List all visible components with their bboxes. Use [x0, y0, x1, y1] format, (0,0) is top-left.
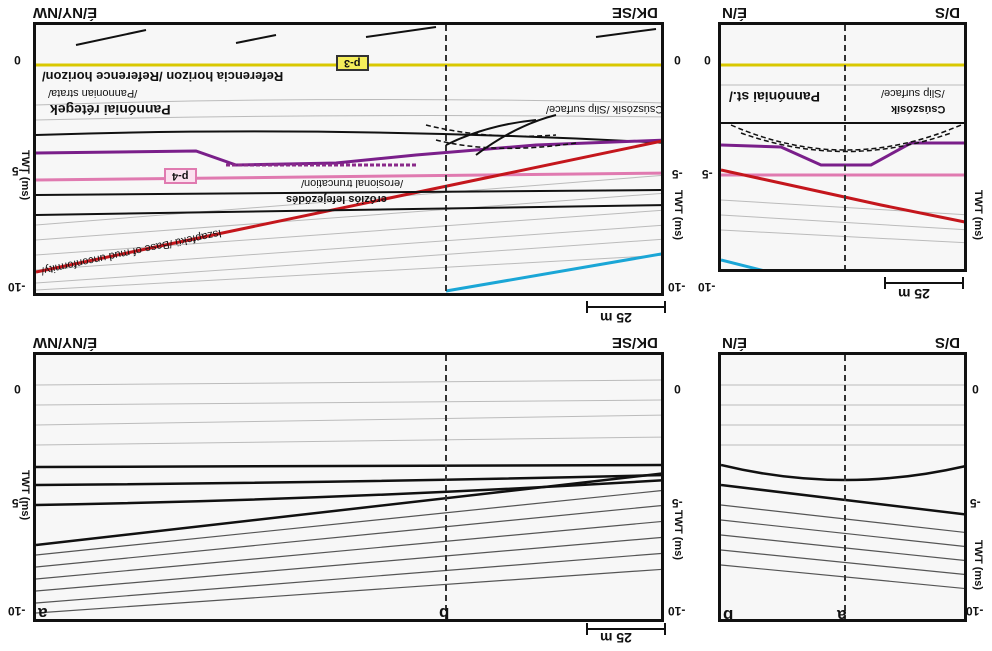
panel-c-tick-10-right: -10 — [668, 604, 686, 618]
panel-a-interpretation — [36, 25, 661, 293]
panel-b-tick-10-right: -10 — [698, 280, 716, 294]
panel-b-axis-right: TWT (ms) — [972, 189, 984, 240]
panel-a-erosion-en-label: /erosional truncation/ — [301, 177, 404, 189]
panel-a-axis-left: TWT (ms) — [19, 150, 31, 201]
panel-a-slip-surface-label: Csúszósík /Slip surface/ — [546, 103, 664, 115]
panel-c-left-direction: É/NY/NW — [33, 334, 98, 351]
panel-c-corner-b: b — [439, 604, 450, 622]
panel-c-axis-right: TWT (ms) — [672, 509, 684, 560]
panel-c-scale-bar: 25 m — [586, 620, 666, 650]
panel-b-scale-bar: 25 m — [884, 274, 964, 304]
panel-b-seismic-section: Pannóniai st./ /Slip surface/ Csúszósík — [718, 22, 967, 272]
panel-b-slip-surface-label: /Slip surface/ — [881, 87, 945, 99]
panel-d-axis-right: TWT (ms) — [972, 539, 984, 590]
panel-a-tag-p3: p-3 — [336, 55, 369, 71]
panel-c-right-direction: DK/SE — [612, 334, 658, 351]
panel-d-tick-0-right: 0 — [972, 382, 979, 396]
panel-d-corner-b: b — [723, 606, 734, 622]
panel-d-raw-seismic — [721, 355, 964, 619]
panel-b-slip-label: Csúszósík — [891, 103, 946, 115]
panel-a-tick-0-right: 0 — [674, 53, 681, 67]
panel-a-tick-0-left: 0 — [14, 53, 21, 67]
panel-a-tick-5-right: -5 — [672, 167, 683, 181]
panel-a-tag-p4: p-4 — [164, 168, 197, 184]
panel-d-seismic-section: b a — [718, 352, 967, 622]
panel-d-tick-10-right: -10 — [966, 604, 984, 618]
panel-a-erosion-hu-label: eróziós lefejeződés — [286, 193, 387, 205]
panel-a-tick-10-left: -10 — [8, 280, 26, 294]
panel-c-axis-left: TWT (ms) — [19, 470, 31, 521]
panel-b-tick-0-right: 0 — [704, 53, 711, 67]
panel-c-tick-5-right: -5 — [672, 496, 683, 510]
panel-a-tick-10-right: -10 — [668, 280, 686, 294]
panel-b-pannonian-label: Pannóniai st./ — [729, 89, 821, 105]
panel-a-axis-right: TWT (ms) — [672, 189, 684, 240]
panel-a-ref-horizon-label: Referencia horizon /Reference horizon/ — [42, 69, 284, 84]
panel-a-pannonian-en-label: /Pannonian strata/ — [48, 87, 138, 99]
panel-c-raw-seismic — [36, 355, 661, 619]
panel-b-left-direction: É/N — [722, 4, 748, 21]
panel-a-left-direction: É/NY/NW — [33, 4, 98, 21]
panel-b-right-direction: D/S — [935, 4, 961, 21]
panel-b-interpretation — [721, 25, 964, 269]
panel-c-seismic-section: a b — [33, 352, 664, 622]
panel-b-tick-5-right: -5 — [702, 167, 713, 181]
panel-a-right-direction: DK/SE — [612, 4, 658, 21]
panel-d-left-direction: É/N — [722, 334, 748, 351]
panel-a-pannonian-hu-label: Pannóniai rétegek — [50, 102, 171, 118]
panel-a-scale-bar: 25 m — [586, 298, 666, 328]
panel-c-corner-a: a — [38, 604, 48, 622]
panel-c-tick-0-left: 0 — [14, 382, 21, 396]
panel-c-tick-0-right: 0 — [674, 382, 681, 396]
panel-a-seismic-section: p-3 p-4 Referencia horizon /Reference ho… — [33, 22, 664, 296]
panel-d-tick-5-right: -5 — [970, 496, 981, 510]
panel-d-corner-a: a — [837, 606, 847, 622]
panel-c-tick-10-left: -10 — [8, 604, 26, 618]
panel-d-right-direction: D/S — [935, 334, 961, 351]
